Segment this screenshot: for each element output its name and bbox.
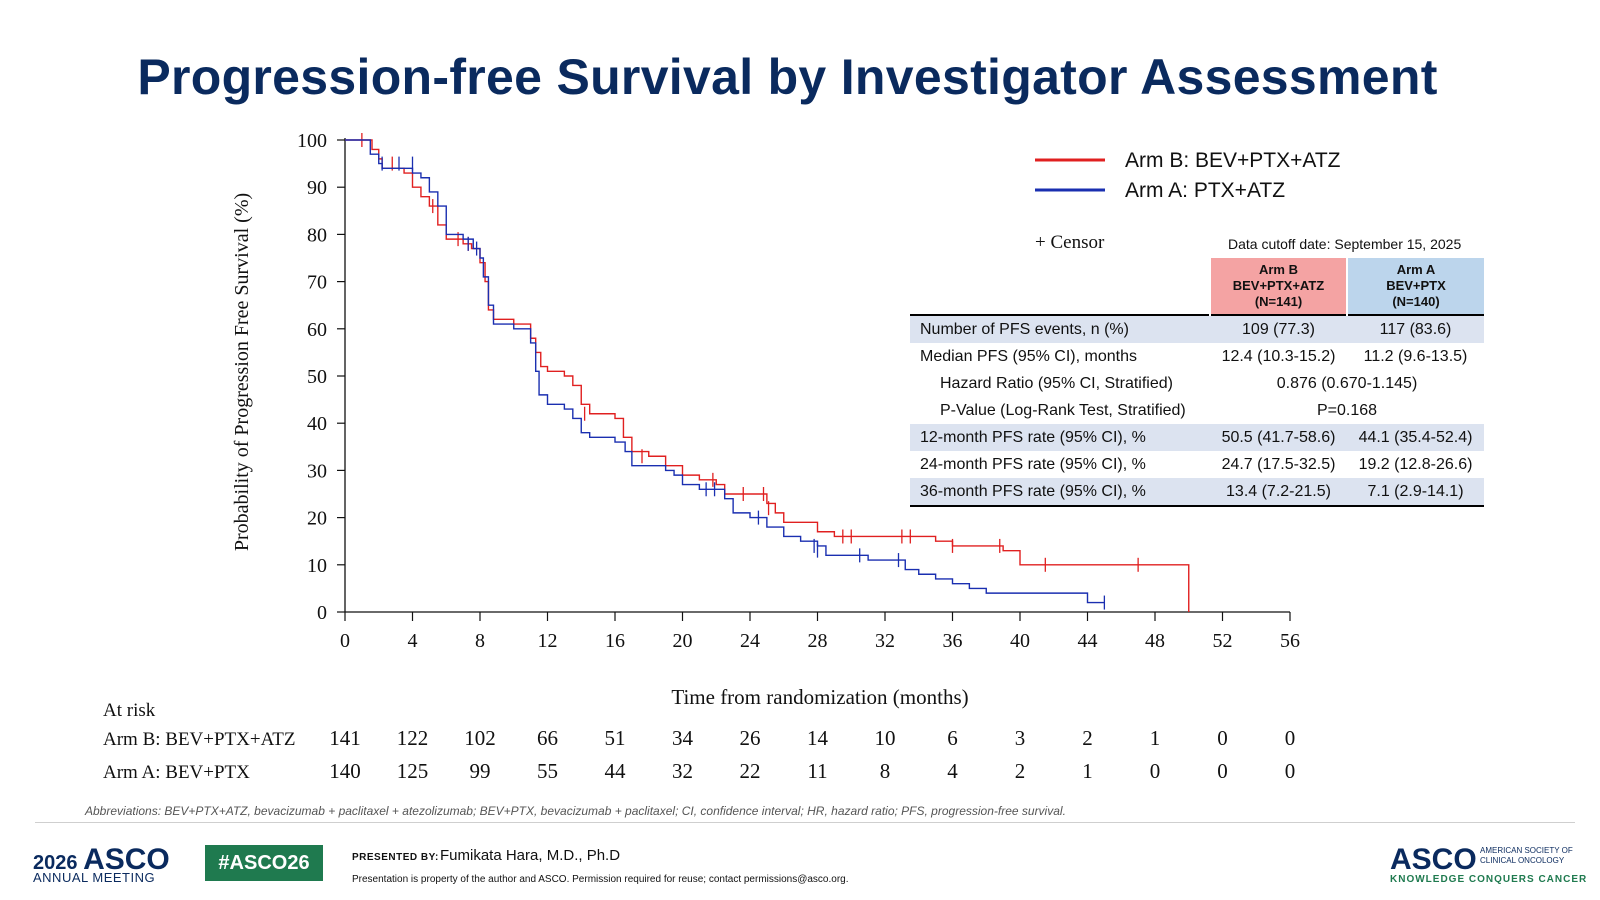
x-tick-label: 8 <box>475 630 485 652</box>
x-tick-label: 48 <box>1145 630 1165 652</box>
x-tick-label: 20 <box>673 630 693 652</box>
at-risk-count: 10 <box>875 726 896 750</box>
footer-divider <box>35 822 1575 823</box>
at-risk-count: 122 <box>397 726 429 750</box>
x-tick-label: 32 <box>875 630 895 652</box>
at-risk-count: 141 <box>329 726 361 750</box>
at-risk-count: 2 <box>1015 759 1026 783</box>
at-risk-count: 14 <box>807 726 829 750</box>
at-risk-count: 32 <box>672 759 693 783</box>
x-tick-label: 0 <box>340 630 350 652</box>
x-axis-label: Time from randomization (months) <box>671 685 968 709</box>
at-risk-count: 55 <box>537 759 558 783</box>
at-risk-count: 22 <box>740 759 761 783</box>
at-risk-count: 4 <box>947 759 958 783</box>
at-risk-count: 3 <box>1015 726 1026 750</box>
asco-tagline: KNOWLEDGE CONQUERS CANCER <box>1390 874 1588 885</box>
censor-legend: + Censor <box>1035 232 1105 253</box>
asco-society-name: AMERICAN SOCIETY OF CLINICAL ONCOLOGY <box>1480 846 1573 865</box>
y-tick-label: 100 <box>297 130 327 152</box>
at-risk-count: 0 <box>1285 759 1296 783</box>
x-tick-label: 52 <box>1213 630 1233 652</box>
pfs-summary-table: Arm B BEV+PTX+ATZ (N=141) Arm A BEV+PTX … <box>910 258 1484 507</box>
at-risk-count: 8 <box>880 759 891 783</box>
table-row: 12-month PFS rate (95% CI), % 50.5 (41.7… <box>910 424 1484 451</box>
x-tick-label: 12 <box>538 630 558 652</box>
x-tick-label: 28 <box>808 630 828 652</box>
at-risk-title: At risk <box>103 700 156 721</box>
y-tick-label: 90 <box>307 177 327 199</box>
x-tick-label: 44 <box>1078 630 1098 652</box>
data-cutoff: Data cutoff date: September 15, 2025 <box>1228 236 1462 252</box>
presenter-name: Fumikata Hara, M.D., Ph.D <box>440 847 621 864</box>
slide-title: Progression-free Survival by Investigato… <box>137 49 1438 105</box>
table-row: 24-month PFS rate (95% CI), % 24.7 (17.5… <box>920 455 1473 473</box>
asco-logo: ASCO <box>1390 843 1477 876</box>
hashtag-badge: #ASCO26 <box>205 845 323 881</box>
y-tick-label: 50 <box>307 366 327 388</box>
x-tick-label: 16 <box>605 630 625 652</box>
y-tick-label: 10 <box>307 555 327 577</box>
at-risk-count: 11 <box>807 759 827 783</box>
km-curve-arm-b <box>345 139 1190 612</box>
y-tick-label: 30 <box>307 460 327 482</box>
property-notice: Presentation is property of the author a… <box>352 874 849 885</box>
chart-legend: Arm B: BEV+PTX+ATZ Arm A: PTX+ATZ + Cens… <box>1035 149 1341 253</box>
at-risk-count: 0 <box>1285 726 1296 750</box>
km-curve-arm-a <box>345 139 1105 604</box>
at-risk-count: 1 <box>1082 759 1093 783</box>
presented-by-label: PRESENTED BY: <box>352 852 439 863</box>
y-tick-label: 80 <box>307 224 327 246</box>
at-risk-row-label: Arm A: BEV+PTX <box>103 762 250 783</box>
header-arm-b: Arm B BEV+PTX+ATZ (N=141) <box>1209 258 1347 315</box>
at-risk-count: 44 <box>605 759 627 783</box>
at-risk-row-label: Arm B: BEV+PTX+ATZ <box>103 729 295 750</box>
at-risk-count: 125 <box>397 759 429 783</box>
y-axis-label: Probability of Progression Free Survival… <box>231 193 253 551</box>
x-tick-label: 24 <box>740 630 760 652</box>
y-tick-label: 60 <box>307 319 327 341</box>
chart-curves <box>345 133 1190 612</box>
y-tick-label: 0 <box>317 602 327 624</box>
at-risk-count: 0 <box>1217 759 1228 783</box>
meeting-logo: 2026 ASCO <box>33 843 170 876</box>
at-risk-count: 0 <box>1217 726 1228 750</box>
at-risk-count: 1 <box>1150 726 1161 750</box>
legend-label-arm-b: Arm B: BEV+PTX+ATZ <box>1125 149 1341 172</box>
at-risk-count: 34 <box>672 726 694 750</box>
x-tick-label: 56 <box>1280 630 1300 652</box>
y-tick-label: 70 <box>307 272 327 294</box>
table-row: Hazard Ratio (95% CI, Stratified) 0.876 … <box>940 374 1418 392</box>
x-tick-label: 40 <box>1010 630 1030 652</box>
annual-meeting-label: ANNUAL MEETING <box>33 870 156 885</box>
table-row: 36-month PFS rate (95% CI), % 13.4 (7.2-… <box>910 478 1484 507</box>
x-tick-label: 4 <box>408 630 418 652</box>
header-arm-a: Arm A BEV+PTX (N=140) <box>1346 258 1484 315</box>
legend-label-arm-a: Arm A: PTX+ATZ <box>1125 179 1285 202</box>
at-risk-count: 6 <box>947 726 958 750</box>
at-risk-count: 51 <box>605 726 626 750</box>
y-tick-label: 40 <box>307 413 327 435</box>
at-risk-count: 2 <box>1082 726 1093 750</box>
at-risk-count: 140 <box>329 759 361 783</box>
x-tick-label: 36 <box>943 630 963 652</box>
at-risk-count: 102 <box>464 726 496 750</box>
table-row: P-Value (Log-Rank Test, Stratified) P=0.… <box>940 401 1378 419</box>
table-row: Number of PFS events, n (%) 109 (77.3) 1… <box>910 314 1484 343</box>
abbreviations-note: Abbreviations: BEV+PTX+ATZ, bevacizumab … <box>85 804 1066 818</box>
at-risk-count: 0 <box>1150 759 1161 783</box>
table-row: Median PFS (95% CI), months 12.4 (10.3-1… <box>920 347 1468 365</box>
y-tick-label: 20 <box>307 508 327 530</box>
at-risk-count: 26 <box>740 726 761 750</box>
at-risk-count: 99 <box>470 759 491 783</box>
at-risk-count: 66 <box>537 726 558 750</box>
